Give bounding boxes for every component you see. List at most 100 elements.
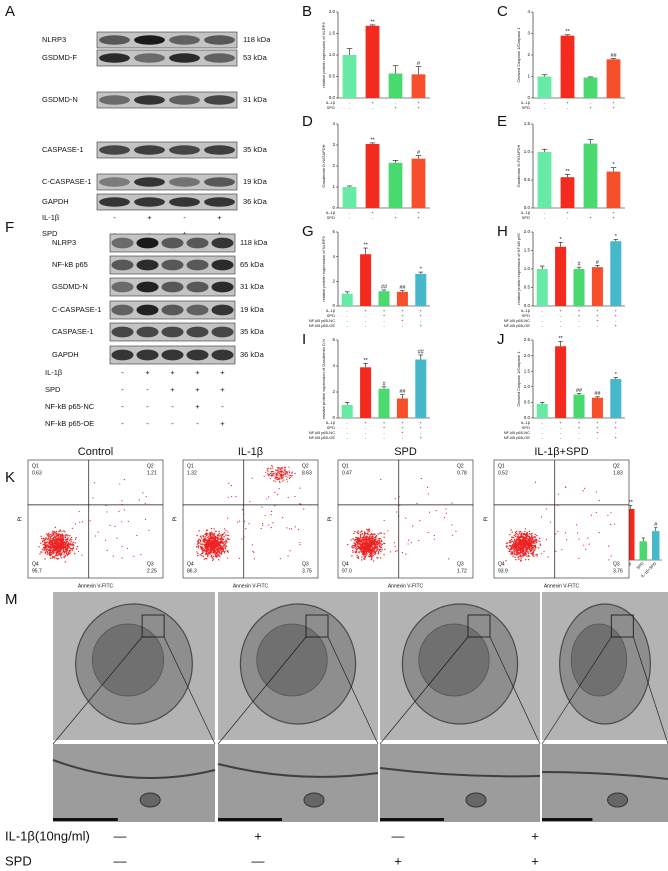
event-dot: [546, 508, 548, 510]
event-dot: [54, 544, 57, 546]
event-dot: [540, 553, 543, 555]
event-dot: [127, 520, 129, 522]
event-dot: [214, 550, 217, 552]
tem-organelle: [607, 792, 629, 808]
condition-sign: +: [615, 323, 618, 328]
condition-sign: -: [615, 318, 617, 323]
event-dot: [363, 558, 366, 561]
y-tick-label: 1: [527, 74, 530, 79]
event-dot: [238, 557, 241, 559]
event-dot: [285, 475, 287, 477]
event-dot: [65, 544, 68, 547]
significance: **: [565, 169, 570, 175]
condition-sign: +: [420, 313, 423, 318]
condition-sign: +: [612, 215, 615, 220]
event-dot: [524, 558, 527, 561]
event-dot: [59, 550, 61, 553]
event-dot: [514, 540, 517, 542]
condition-sign: +: [531, 853, 539, 868]
event-dot: [282, 475, 284, 477]
event-dot: [369, 547, 371, 549]
event-dot: [380, 543, 382, 545]
event-dot: [214, 543, 217, 545]
event-dot: [63, 548, 65, 550]
quadrant-name: Q4: [187, 561, 194, 567]
event-dot: [211, 532, 214, 535]
condition-sign: +: [559, 420, 562, 425]
event-dot: [288, 466, 290, 468]
event-dot: [216, 555, 218, 557]
y-tick-label: 2.5: [524, 337, 531, 342]
event-cloud: [195, 464, 305, 562]
condition-sign: -: [365, 435, 367, 440]
event-dot: [49, 550, 51, 553]
event-dot: [455, 530, 457, 532]
event-dot: [40, 542, 42, 544]
event-dot: [211, 547, 213, 550]
bar: [560, 35, 575, 98]
blot-band: [186, 237, 209, 249]
condition-sign: -: [560, 323, 562, 328]
event-dot: [63, 552, 66, 554]
event-dot: [358, 542, 360, 544]
condition-sign: +: [612, 105, 615, 110]
event-dot: [56, 537, 59, 539]
event-dot: [280, 477, 283, 479]
event-dot: [213, 545, 215, 547]
blot-band: [211, 259, 234, 271]
bar: [342, 187, 357, 208]
event-dot: [225, 530, 227, 532]
condition-sign: +: [394, 105, 397, 110]
event-dot: [608, 545, 610, 547]
event-dot: [57, 544, 59, 546]
event-dot: [44, 543, 47, 545]
event-dot: [351, 546, 353, 548]
event-dot: [270, 527, 272, 529]
y-tick-label: 4: [332, 121, 335, 126]
blot-band: [111, 259, 134, 271]
event-dot: [268, 467, 270, 469]
event-dot: [299, 541, 301, 544]
significance: #: [382, 381, 386, 387]
event-dot: [55, 551, 57, 553]
event-dot: [260, 528, 262, 530]
event-dot: [95, 535, 97, 537]
event-dot: [248, 523, 250, 525]
condition-sign: +: [589, 215, 592, 220]
event-dot: [109, 524, 111, 527]
condition-sign: +: [147, 213, 152, 222]
event-dot: [39, 553, 41, 555]
condition-sign: -: [383, 430, 385, 435]
event-dot: [224, 546, 226, 549]
event-dot: [226, 557, 229, 559]
condition-sign: -: [347, 425, 349, 430]
event-dot: [427, 486, 429, 488]
blot-strip: [96, 173, 238, 191]
event-dot: [416, 502, 418, 504]
event-dot: [218, 535, 220, 537]
blot-band: [136, 259, 159, 271]
condition-sign: -: [349, 210, 351, 215]
condition-sign: +: [371, 100, 374, 105]
event-dot: [251, 477, 253, 479]
event-dot: [196, 543, 199, 545]
event-dot: [274, 469, 277, 471]
blot-band: [169, 95, 200, 105]
event-dot: [517, 542, 519, 544]
event-dot: [375, 535, 378, 537]
event-dot: [373, 550, 375, 552]
event-dot: [511, 540, 513, 542]
event-dot: [534, 533, 536, 536]
event-dot: [81, 521, 84, 523]
event-dot: [53, 545, 56, 548]
event-dot: [549, 521, 552, 523]
event-dot: [38, 546, 40, 548]
condition-label: NF-kB p65-NC: [504, 430, 530, 435]
event-dot: [52, 537, 55, 540]
event-dot: [528, 536, 531, 538]
event-dot: [536, 555, 538, 557]
blot-band: [161, 259, 184, 271]
condition-sign: -: [121, 385, 124, 394]
event-dot: [216, 536, 218, 539]
y-tick-label: 0.5: [329, 74, 336, 79]
